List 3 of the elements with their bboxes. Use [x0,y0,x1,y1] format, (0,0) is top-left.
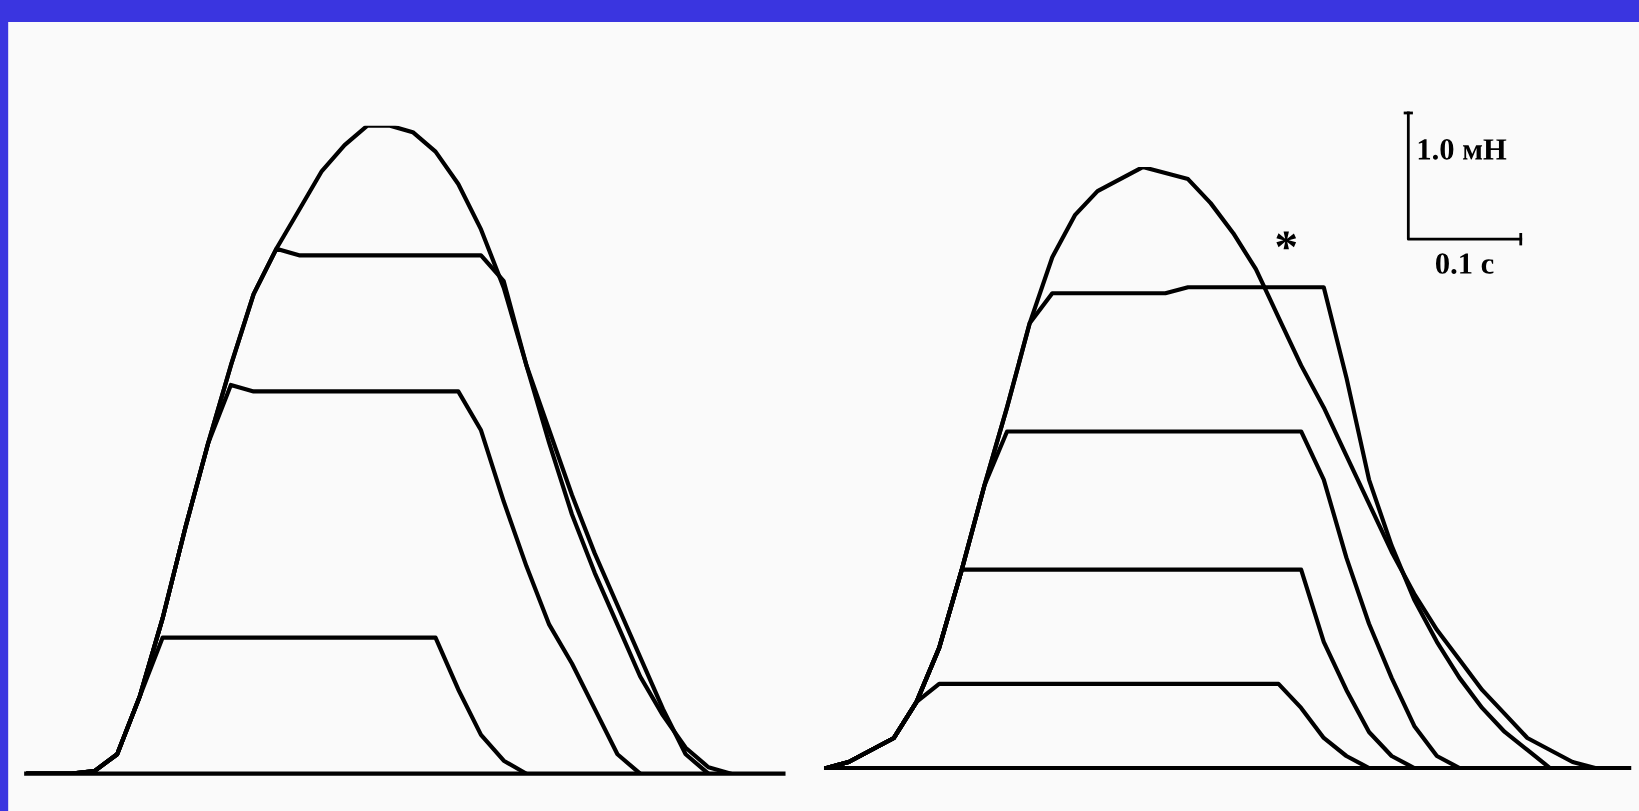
text: 1.0 мН [1418,139,1507,160]
annotation: * [1276,231,1297,250]
annotation: 0.1 с [1435,253,1494,275]
